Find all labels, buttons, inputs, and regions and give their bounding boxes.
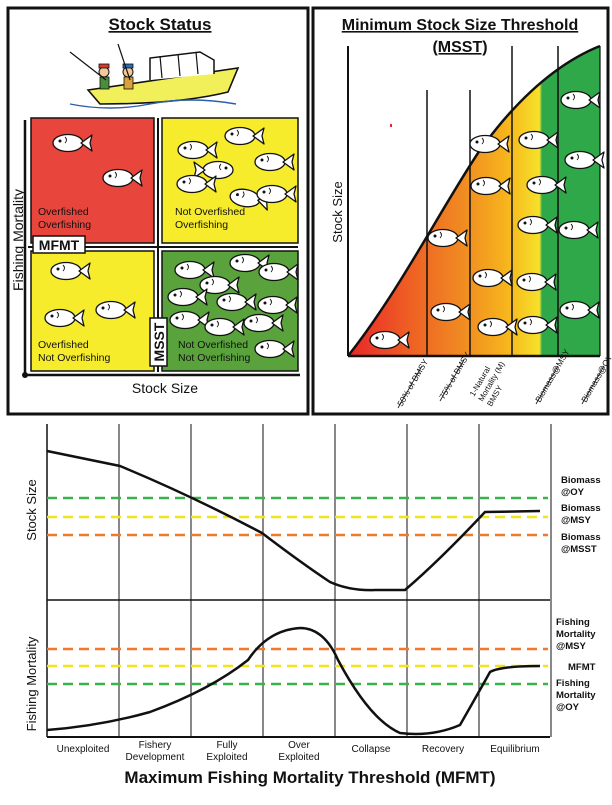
time-series-panel: Stock Size Fishing Mortality Unexploited… xyxy=(24,424,601,787)
phase-label: Recovery xyxy=(422,744,464,755)
stock-reference-label: Biomass @MSST xyxy=(561,532,601,555)
stock-reference-label: Biomass @OY xyxy=(561,475,601,498)
quadrant-br-line1: Not Overfished xyxy=(178,339,248,351)
phase-divider-lines xyxy=(118,424,552,737)
quadrant-bl-line1: Overfished xyxy=(38,339,89,351)
stock-status-x-label: Stock Size xyxy=(132,380,198,396)
quadrant-tl-line1: Overfished xyxy=(38,206,89,218)
msst-title: Minimum Stock Size Threshold xyxy=(342,17,578,34)
stock-size-curve xyxy=(46,449,541,592)
stock-reference-label: Biomass @MSY xyxy=(561,503,601,526)
phase-label: Fishery Development xyxy=(126,740,185,763)
stock-status-title: Stock Status xyxy=(109,15,212,34)
msst-panel: Minimum Stock Size Threshold (MSST) Stoc… xyxy=(311,6,612,416)
mfmt-label: MFMT xyxy=(39,237,80,253)
mortality-reference-labels: Fishing Mortality @MSY MFMT Fishing Mortality… xyxy=(556,617,596,713)
phase-labels: Unexploited Fishery Development Fully Exploi… xyxy=(57,740,540,763)
quadrant-bl-line2: Not Overfishing xyxy=(38,352,111,364)
top-y-label: Stock Size xyxy=(24,479,39,540)
phase-label: Fully Exploited xyxy=(206,740,247,763)
mortality-reference-label: Fishing Mortality @OY xyxy=(556,678,596,713)
quadrant-br-line2: Not Overfishing xyxy=(178,352,251,364)
mortality-reference-label: Fishing Mortality @MSY xyxy=(556,617,596,652)
stock-status-panel: Stock Status xyxy=(6,6,310,416)
bottom-y-label: Fishing Mortality xyxy=(24,636,39,731)
quadrant-tl-line2: Overfishing xyxy=(38,219,91,231)
msst-subtitle: (MSST) xyxy=(432,39,487,56)
fishing-mortality-curve xyxy=(46,626,541,736)
quadrant-tr-line2: Overfishing xyxy=(175,219,228,231)
quadrant-tr-line1: Not Overfished xyxy=(175,206,245,218)
phase-label: Unexploited xyxy=(57,744,110,755)
msst-y-label: Stock Size xyxy=(330,181,345,242)
msst-label: MSST xyxy=(151,322,167,361)
stock-reference-labels: Biomass @OY Biomass @MSY Biomass @MSST xyxy=(561,475,601,555)
fishing-boat-icon xyxy=(69,43,240,109)
phase-label: Collapse xyxy=(352,744,391,755)
phase-label: Equilibrium xyxy=(490,744,539,755)
phase-label: Over Exploited xyxy=(278,740,319,763)
mortality-reference-label: MFMT xyxy=(568,662,596,673)
stock-status-y-label: Fishing Mortality xyxy=(10,189,26,291)
bottom-x-title: Maximum Fishing Mortality Threshold (MFM… xyxy=(124,768,495,787)
